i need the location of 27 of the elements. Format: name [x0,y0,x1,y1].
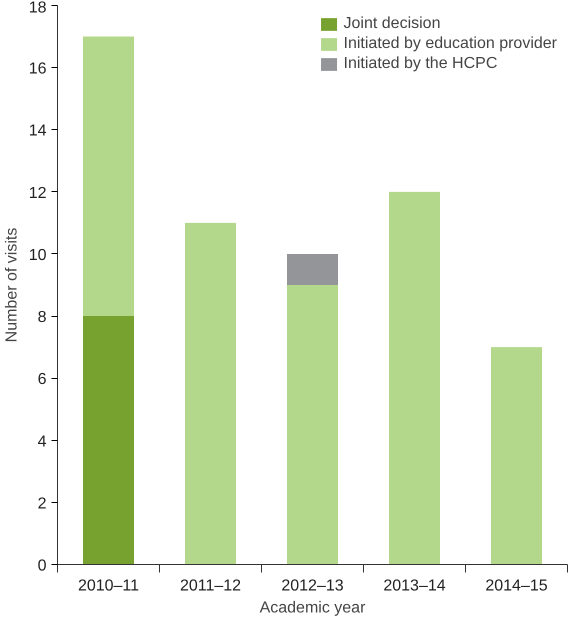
x-tick-label: 2011–12 [180,578,242,594]
y-tick-label: 4 [38,433,47,450]
y-tick-label: 2 [38,495,47,512]
x-tick-label: 2013–14 [383,578,446,594]
y-tick-label: 6 [38,371,47,388]
legend-label: Joint decision [344,15,440,33]
bar [287,285,338,564]
bar [185,222,236,564]
y-tick-label: 8 [38,309,47,326]
y-axis-title: Number of visits [4,228,21,342]
bar [389,192,440,564]
bar [491,347,542,564]
y-tick-label: 16 [28,60,47,78]
bar [83,316,134,564]
x-tick-label: 2012–13 [281,578,344,594]
y-tick-label: 10 [28,246,47,264]
y-tick-label: 0 [38,558,47,574]
legend-label: Initiated by the HCPC [344,55,498,73]
bar [83,36,134,316]
legend-label: Initiated by education provider [344,35,557,53]
x-tick-label: 2014–15 [485,578,548,594]
bar [287,254,338,285]
x-axis-title: Academic year [260,600,366,616]
y-tick-label: 12 [28,184,47,202]
y-tick-label: 14 [28,122,47,140]
y-tick-label: 18 [28,0,47,16]
x-tick-label: 2010–11 [78,578,140,594]
